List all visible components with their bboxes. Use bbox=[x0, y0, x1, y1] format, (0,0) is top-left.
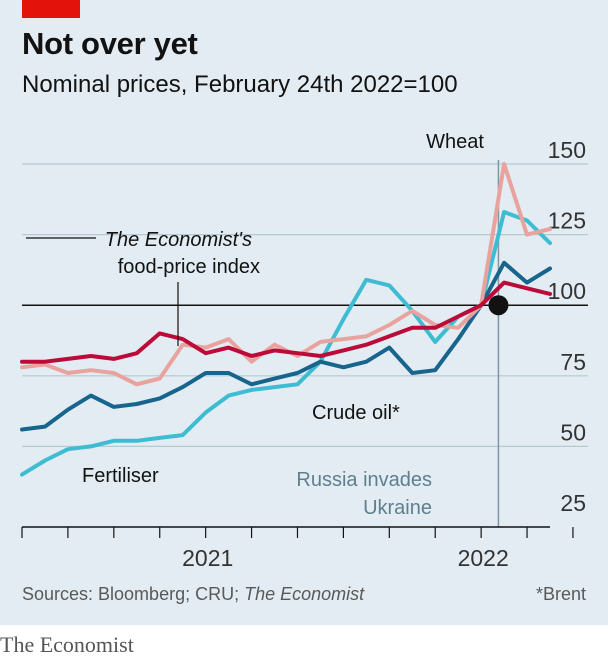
sources-italic: The Economist bbox=[244, 584, 365, 604]
food-index-label-line2: food-price index bbox=[118, 256, 260, 278]
fertiliser-line bbox=[20, 210, 552, 477]
line-chart: 25 50 75 100 125 150 2021 2022 Wheat Crude oil* Fe… bbox=[20, 131, 588, 571]
brand-red-tag bbox=[22, 0, 80, 18]
series-label-crude-oil: Crude oil* bbox=[312, 402, 400, 424]
chart-panel bbox=[0, 0, 608, 625]
food-price-index-line bbox=[20, 280, 552, 364]
chart-title: Not over yet bbox=[22, 26, 198, 61]
y-tick-label: 100 bbox=[548, 278, 586, 304]
sources-prefix: Sources: Bloomberg; CRU; bbox=[22, 584, 245, 604]
y-tick-label: 125 bbox=[548, 208, 586, 234]
event-label-line1: Russia invades bbox=[296, 469, 432, 491]
event-label-line2: Ukraine bbox=[363, 497, 432, 519]
y-tick-label: 75 bbox=[560, 349, 586, 375]
brent-footnote: *Brent bbox=[535, 584, 586, 604]
food-index-label-line1: The Economist's bbox=[105, 229, 252, 251]
sources-note: Sources: Bloomberg; CRU; The Economist bbox=[22, 584, 364, 605]
economist-logo-text: The Economist bbox=[0, 632, 134, 657]
series-label-fertiliser: Fertiliser bbox=[82, 465, 159, 487]
chart-subtitle: Nominal prices, February 24th 2022=100 bbox=[22, 71, 458, 98]
y-tick-label: 25 bbox=[560, 490, 586, 516]
x-tick-label: 2021 bbox=[182, 545, 233, 571]
y-tick-label: 50 bbox=[560, 419, 586, 445]
x-tick-label: 2022 bbox=[458, 545, 509, 571]
series-label-wheat: Wheat bbox=[426, 131, 484, 153]
y-tick-label: 150 bbox=[548, 137, 586, 163]
event-marker-dot bbox=[488, 295, 509, 316]
crude-oil-line bbox=[20, 260, 552, 432]
